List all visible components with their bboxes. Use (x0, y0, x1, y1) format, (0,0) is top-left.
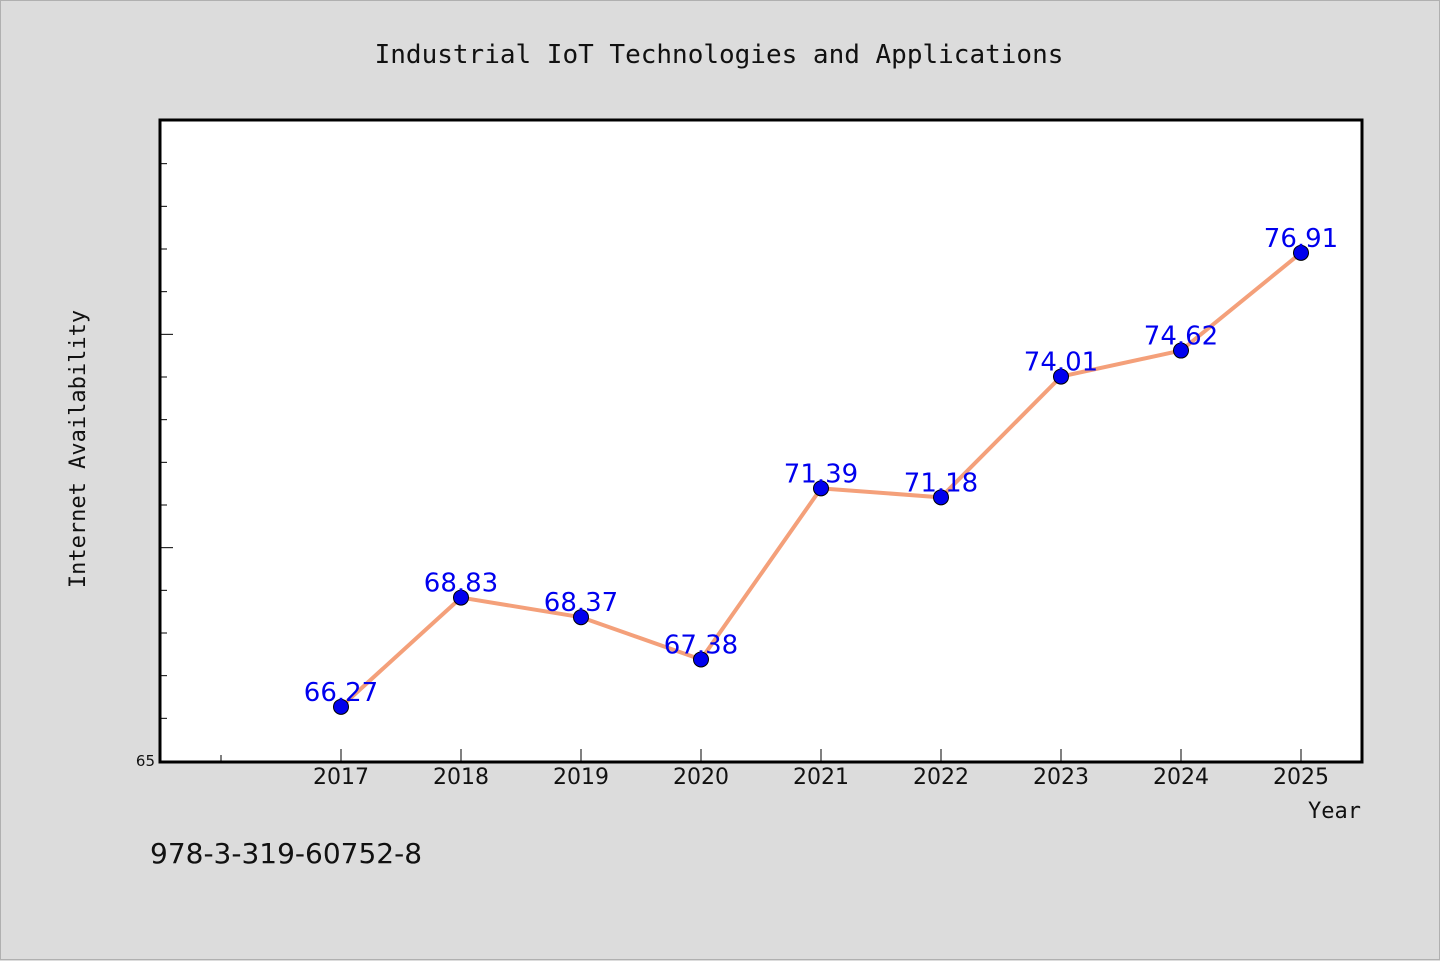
data-label: 76.91 (1264, 224, 1338, 254)
x-tick-label: 2024 (1153, 765, 1209, 790)
data-point (1293, 244, 1309, 261)
data-point (813, 480, 829, 497)
x-tick-label: 2021 (793, 765, 849, 790)
x-tick-label: 2023 (1033, 765, 1089, 790)
data-point (1053, 368, 1069, 385)
data-point (333, 698, 349, 715)
data-label: 71.18 (904, 468, 978, 498)
data-point (573, 609, 589, 626)
data-point (1173, 342, 1189, 359)
series-internet-availability: 66.27 68.83 68.37 67.38 71.39 71.18 74.01 74.62… (304, 224, 1338, 715)
x-tick-label: 2025 (1273, 765, 1329, 790)
chart-title: Industrial IoT Technologies and Applicat… (375, 40, 1064, 70)
data-label: 68.37 (544, 588, 618, 618)
x-axis-label: Year (1308, 799, 1361, 824)
data-point (933, 489, 949, 506)
data-label: 67.38 (664, 630, 738, 660)
y-axis-label: Internet Availability (66, 310, 91, 588)
x-axis-ticks: 2017 2018 2019 2020 2021 2022 2023 2024 2025 (220, 749, 1329, 790)
x-tick-label: 2019 (553, 765, 609, 790)
data-label: 74.62 (1144, 322, 1218, 352)
data-label: 74.01 (1024, 348, 1098, 378)
data-point (693, 651, 709, 668)
data-label: 71.39 (784, 459, 858, 489)
data-point (453, 589, 469, 606)
data-label: 66.27 (304, 678, 378, 708)
y-axis-ticks: 65 (136, 163, 173, 770)
footer-isbn: 978-3-319-60752-8 (150, 837, 422, 870)
data-label: 68.83 (424, 569, 498, 599)
x-tick-label: 2020 (673, 765, 729, 790)
x-tick-label: 2018 (433, 765, 489, 790)
plot-area (158, 118, 1364, 764)
x-tick-label: 2017 (313, 765, 369, 790)
x-tick-label: 2022 (913, 765, 969, 790)
y-tick-label: 65 (136, 752, 155, 770)
